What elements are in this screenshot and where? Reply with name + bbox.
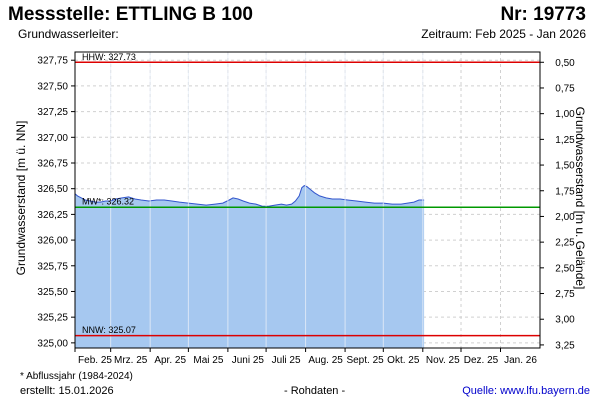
y2-tick-label: 1,75: [555, 186, 575, 197]
created-date: erstellt: 15.01.2026: [20, 385, 114, 397]
y-tick-label: 325,00: [37, 338, 68, 349]
reference-label: MW*: 326.32: [82, 197, 134, 207]
x-tick-label: Jan. 26: [504, 355, 537, 366]
y-tick-label: 327,50: [37, 81, 68, 92]
x-tick-label: Juli 25: [272, 355, 301, 366]
x-tick-label: Mai 25: [193, 355, 223, 366]
reference-label: NNW: 325.07: [82, 325, 136, 335]
y2-tick-label: 1,25: [555, 135, 575, 146]
raw-data-note: - Rohdaten -: [284, 385, 346, 397]
water-level-line: [74, 185, 425, 207]
y2-tick-label: 2,00: [555, 212, 575, 223]
water-level-area: [75, 185, 425, 348]
x-tick-label: Aug. 25: [308, 355, 343, 366]
footnote: * Abflussjahr (1984-2024): [20, 371, 133, 382]
y-axis-right: 0,50 0,75 1,00 1,25 1,50 1,75 2,00 2,25 2,50 2,75…: [540, 58, 575, 351]
reference-label: HHW: 327.73: [82, 52, 136, 62]
y2-tick-label: 0,75: [555, 83, 575, 94]
y-tick-label: 326,00: [37, 236, 68, 247]
x-tick-label: Juni 25: [232, 355, 265, 366]
y-tick-label: 326,50: [37, 184, 68, 195]
y-tick-label: 325,25: [37, 313, 68, 324]
aquifer-label: Grundwasserleiter:: [18, 27, 119, 41]
y-tick-label: 327,25: [37, 107, 68, 118]
y-tick-label: 326,25: [37, 210, 68, 221]
y2-tick-label: 3,25: [555, 340, 575, 351]
y2-tick-label: 3,00: [555, 315, 575, 326]
x-tick-label: Apr. 25: [154, 355, 186, 366]
y-tick-label: 326,75: [37, 159, 68, 170]
y-axis-left: 325,00 325,25 325,50 325,75 326,00 326,25 326,…: [37, 56, 75, 349]
y-axis-right-label: Grundwasserstand [m u. Gelände]: [573, 107, 587, 290]
source-link[interactable]: Quelle: www.lfu.bayern.de: [462, 385, 590, 397]
reference-lines: HHW: 327.73 MW*: 326.32 NNW: 325.07: [75, 52, 540, 337]
y-tick-label: 325,75: [37, 261, 68, 272]
x-tick-label: Okt. 25: [387, 355, 420, 366]
x-tick-label: Sept. 25: [346, 355, 384, 366]
y-axis-left-label: Grundwasserstand [m ü. NN]: [14, 121, 28, 276]
y2-tick-label: 2,50: [555, 263, 575, 274]
plot-frame: [74, 51, 541, 349]
y2-tick-label: 1,00: [555, 109, 575, 120]
x-tick-label: Dez. 25: [464, 355, 499, 366]
x-tick-label: Nov. 25: [426, 355, 460, 366]
y-tick-label: 327,75: [37, 56, 68, 67]
y2-tick-label: 2,25: [555, 238, 575, 249]
x-axis: Feb. 25 Mrz. 25 Apr. 25 Mai 25 Juni 25 Juli 2…: [74, 348, 537, 366]
y-tick-label: 325,50: [37, 287, 68, 298]
y-tick-label: 327,00: [37, 133, 68, 144]
station-title: Messstelle: ETTLING B 100: [8, 4, 253, 25]
y2-tick-label: 1,50: [555, 161, 575, 172]
station-number: Nr: 19773: [500, 4, 586, 25]
x-tick-label: Mrz. 25: [114, 355, 148, 366]
y2-tick-label: 2,75: [555, 289, 575, 300]
x-tick-label: Feb. 25: [78, 355, 112, 366]
period-label: Zeitraum: Feb 2025 - Jan 2026: [421, 27, 586, 41]
y2-tick-label: 0,50: [555, 58, 575, 69]
